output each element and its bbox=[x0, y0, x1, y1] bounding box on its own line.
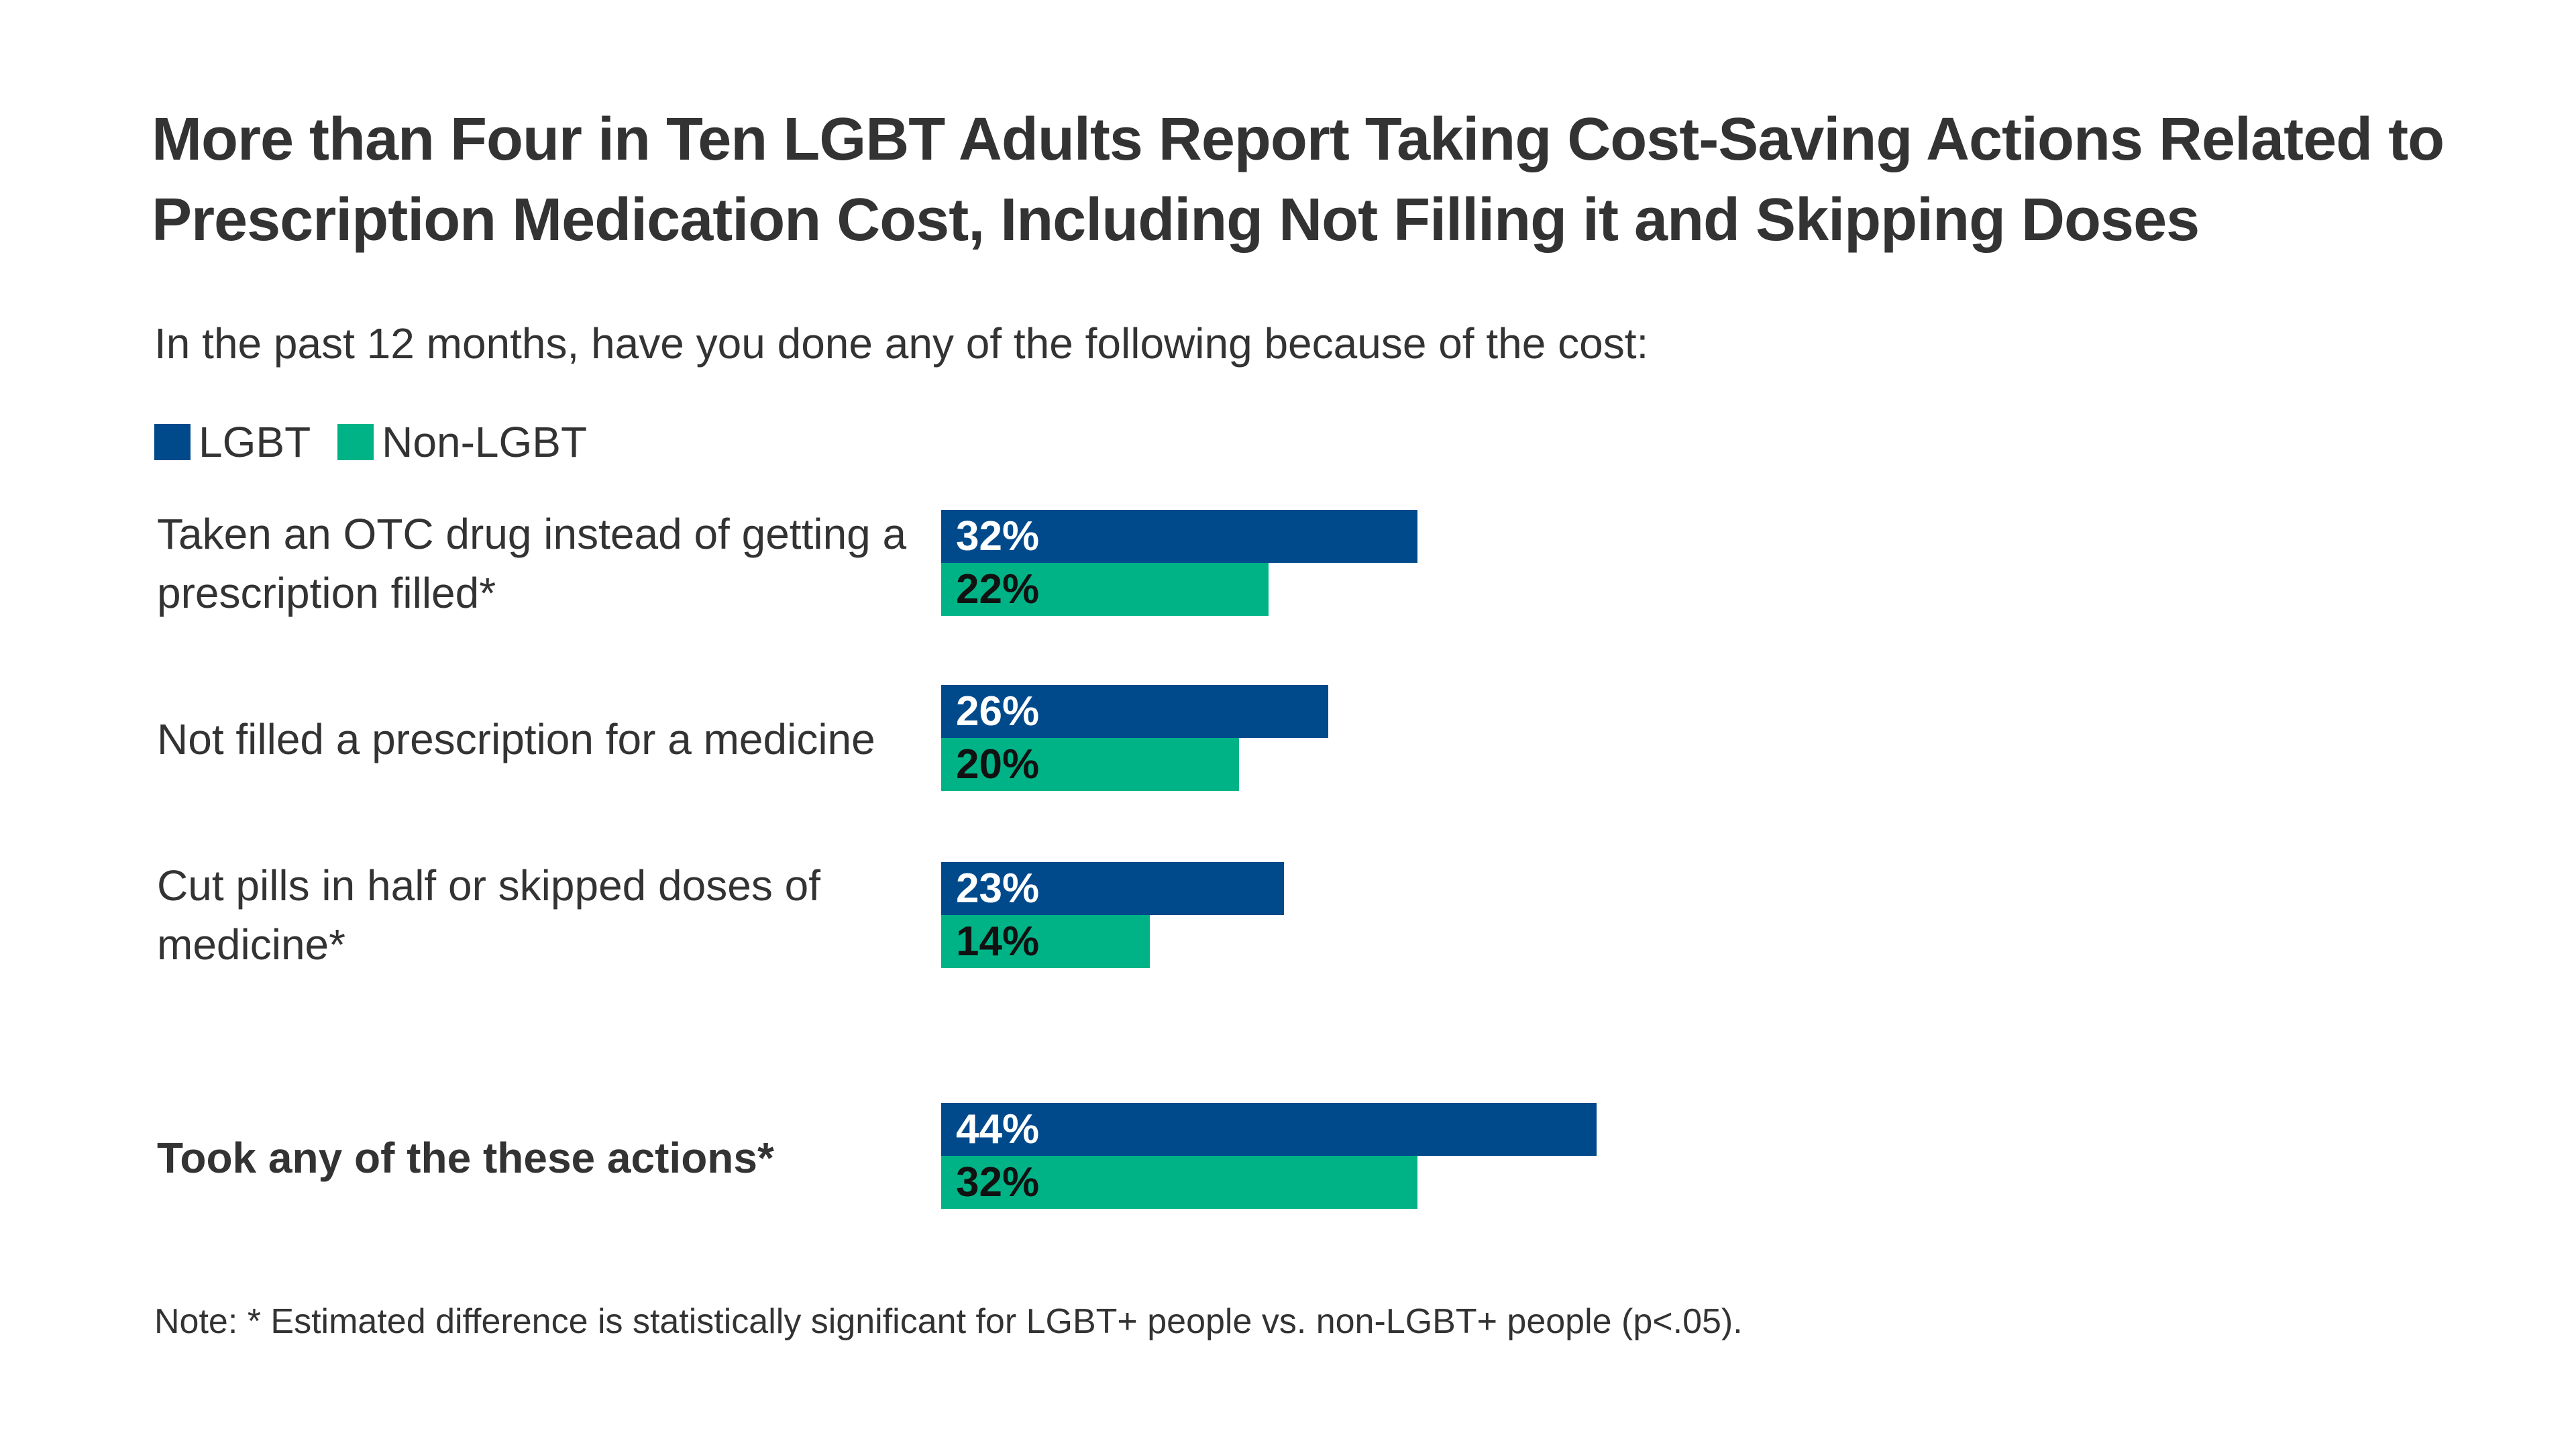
category-label: Took any of the these actions* bbox=[157, 1134, 774, 1182]
legend: LGBT Non-LGBT bbox=[154, 417, 614, 467]
data-label: 44% bbox=[956, 1106, 1040, 1152]
legend-item-non-lgbt: Non-LGBT bbox=[337, 417, 587, 467]
legend-item-lgbt: LGBT bbox=[154, 417, 311, 467]
bar-lgbt: 32% bbox=[941, 510, 1418, 563]
data-label: 22% bbox=[956, 566, 1040, 612]
chart-subtitle: In the past 12 months, have you done any… bbox=[154, 319, 1649, 368]
data-label: 32% bbox=[956, 513, 1040, 559]
legend-label-lgbt: LGBT bbox=[199, 418, 311, 466]
data-label: 26% bbox=[956, 688, 1040, 735]
data-label: 20% bbox=[956, 741, 1040, 788]
chart-note: Note: * Estimated difference is statisti… bbox=[154, 1302, 1743, 1341]
data-label: 32% bbox=[956, 1159, 1040, 1205]
chart-title: More than Four in Ten LGBT Adults Report… bbox=[152, 106, 2445, 254]
bar-non-lgbt: 32% bbox=[941, 1156, 1418, 1209]
category-label: Taken an OTC drug instead of getting a p… bbox=[157, 510, 907, 617]
bar-lgbt: 26% bbox=[941, 685, 1329, 738]
legend-label-non-lgbt: Non-LGBT bbox=[382, 418, 588, 466]
bar-non-lgbt: 22% bbox=[941, 563, 1269, 616]
category-label: Cut pills in half or skipped doses of me… bbox=[157, 861, 820, 969]
legend-swatch-non-lgbt bbox=[337, 424, 374, 460]
bar-lgbt: 44% bbox=[941, 1103, 1597, 1156]
bar-non-lgbt: 14% bbox=[941, 915, 1150, 968]
category-label: Not filled a prescription for a medicine bbox=[157, 715, 875, 763]
legend-swatch-lgbt bbox=[154, 424, 191, 460]
bar-non-lgbt: 20% bbox=[941, 738, 1239, 791]
data-label: 23% bbox=[956, 865, 1040, 912]
data-label: 14% bbox=[956, 918, 1040, 965]
bar-lgbt: 23% bbox=[941, 862, 1284, 915]
